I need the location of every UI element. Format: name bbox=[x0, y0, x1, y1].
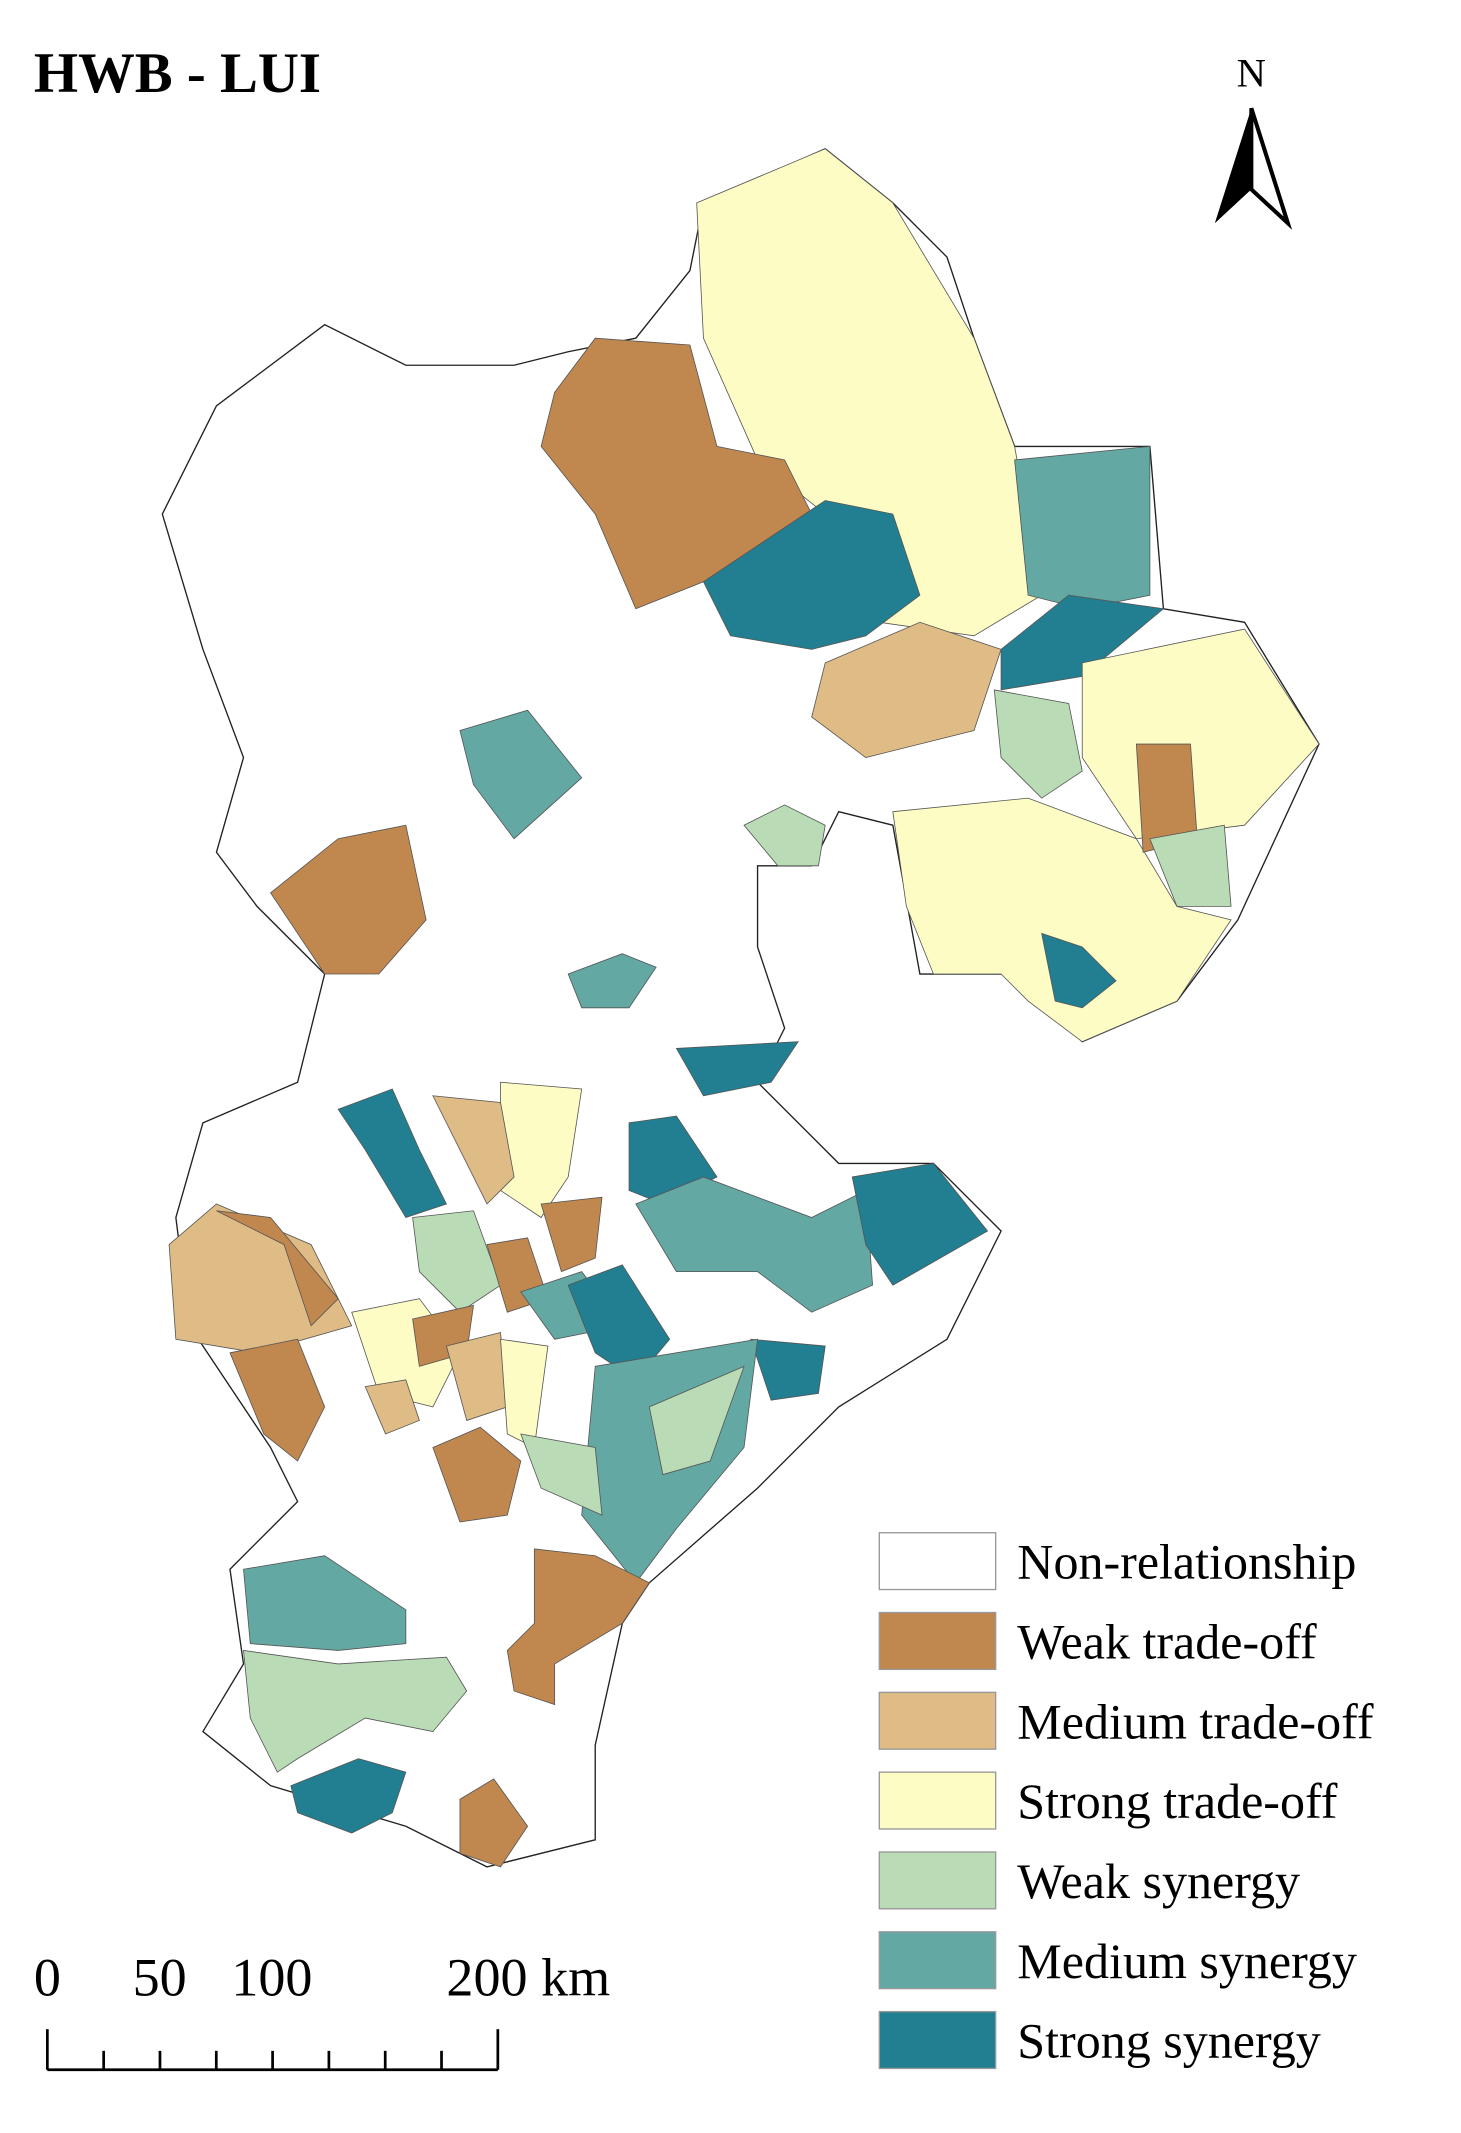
north-arrow: N bbox=[1214, 51, 1293, 230]
scale-ticks bbox=[45, 2029, 500, 2072]
scale-label: 0 bbox=[34, 1947, 61, 2007]
scale-label: 50 bbox=[133, 1947, 187, 2007]
legend-label: Non-relationship bbox=[1017, 1534, 1356, 1590]
map-region bbox=[811, 621, 1002, 759]
scale-bar: 0 50 100 200 km bbox=[34, 1947, 610, 2072]
map-region bbox=[696, 148, 1043, 637]
map-region bbox=[648, 1365, 745, 1476]
map-region bbox=[337, 1088, 447, 1219]
legend-label: Weak synergy bbox=[1017, 1853, 1300, 1909]
legend-label: Strong trade-off bbox=[1017, 1773, 1337, 1829]
legend-swatch bbox=[878, 1851, 997, 1910]
map-region bbox=[1149, 824, 1232, 907]
map-region bbox=[243, 1649, 468, 1773]
legend-swatch bbox=[878, 1611, 997, 1671]
legend-swatch bbox=[878, 1931, 997, 1990]
map-region bbox=[675, 1041, 799, 1097]
scale-label: 100 bbox=[231, 1947, 312, 2007]
map-region bbox=[750, 1338, 826, 1401]
map-region bbox=[412, 1210, 502, 1313]
arrow-left bbox=[1214, 108, 1252, 224]
map-region bbox=[520, 1433, 603, 1516]
legend-label: Strong synergy bbox=[1017, 2013, 1321, 2069]
map-region bbox=[1000, 594, 1165, 691]
legend-label: Medium synergy bbox=[1017, 1933, 1357, 1989]
legend-swatch bbox=[878, 1532, 997, 1591]
map-region bbox=[1014, 445, 1151, 610]
map-region bbox=[432, 1095, 515, 1205]
map-region bbox=[993, 689, 1083, 799]
map-region bbox=[168, 1203, 353, 1354]
map-region bbox=[506, 1548, 650, 1706]
legend-swatch bbox=[878, 1771, 997, 1830]
map-region bbox=[432, 1426, 522, 1523]
map-region bbox=[635, 1176, 873, 1313]
scale-label: 200 km bbox=[446, 1947, 610, 2007]
map-region bbox=[364, 1379, 420, 1435]
legend-swatch bbox=[878, 2010, 997, 2070]
map-layer: HWB - LUI N bbox=[34, 42, 1374, 2072]
legend: Non-relationship Weak trade-off Medium tra… bbox=[878, 1532, 1374, 2070]
north-label: N bbox=[1237, 51, 1266, 96]
legend-label: Weak trade-off bbox=[1017, 1614, 1317, 1670]
map-region bbox=[540, 1196, 603, 1273]
map-region bbox=[270, 824, 427, 975]
regions bbox=[168, 148, 1320, 1868]
legend-swatch bbox=[878, 1691, 997, 1750]
map-region bbox=[892, 797, 1232, 1043]
map-region bbox=[243, 1555, 407, 1651]
map-region bbox=[1041, 932, 1117, 1009]
map-region bbox=[702, 500, 921, 650]
map-region bbox=[216, 1210, 339, 1327]
map-region bbox=[459, 1778, 529, 1868]
arrow-right bbox=[1249, 107, 1293, 230]
map-region bbox=[290, 1758, 407, 1834]
map-region bbox=[743, 804, 826, 867]
map-title: HWB - LUI bbox=[34, 42, 321, 105]
map-region bbox=[459, 709, 583, 840]
map-region bbox=[229, 1338, 326, 1462]
map-region bbox=[851, 1162, 989, 1286]
map-region bbox=[567, 953, 657, 1009]
legend-label: Medium trade-off bbox=[1017, 1693, 1374, 1749]
